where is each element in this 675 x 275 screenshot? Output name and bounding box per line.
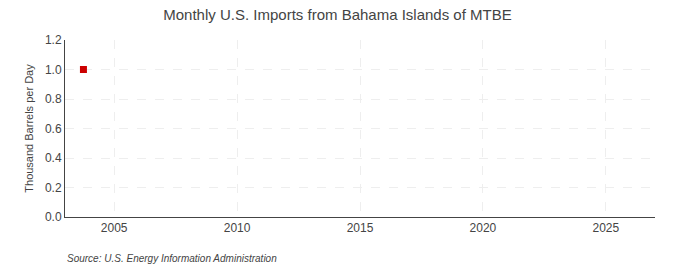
- svg-text:2020: 2020: [470, 221, 497, 235]
- svg-text:Source: U.S. Energy Informatio: Source: U.S. Energy Information Administ…: [67, 253, 277, 264]
- svg-text:2015: 2015: [347, 221, 374, 235]
- svg-text:1.2: 1.2: [45, 33, 62, 47]
- svg-text:Thousand Barrels per Day: Thousand Barrels per Day: [23, 64, 35, 193]
- svg-text:0.4: 0.4: [45, 151, 62, 165]
- svg-text:0.2: 0.2: [45, 181, 62, 195]
- svg-text:0.6: 0.6: [45, 122, 62, 136]
- svg-text:1.0: 1.0: [45, 63, 62, 77]
- svg-text:Monthly U.S. Imports from Baha: Monthly U.S. Imports from Bahama Islands…: [163, 6, 511, 23]
- svg-text:0.0: 0.0: [45, 210, 62, 224]
- svg-text:2010: 2010: [224, 221, 251, 235]
- svg-text:2025: 2025: [592, 221, 619, 235]
- svg-text:0.8: 0.8: [45, 92, 62, 106]
- svg-text:2005: 2005: [101, 221, 128, 235]
